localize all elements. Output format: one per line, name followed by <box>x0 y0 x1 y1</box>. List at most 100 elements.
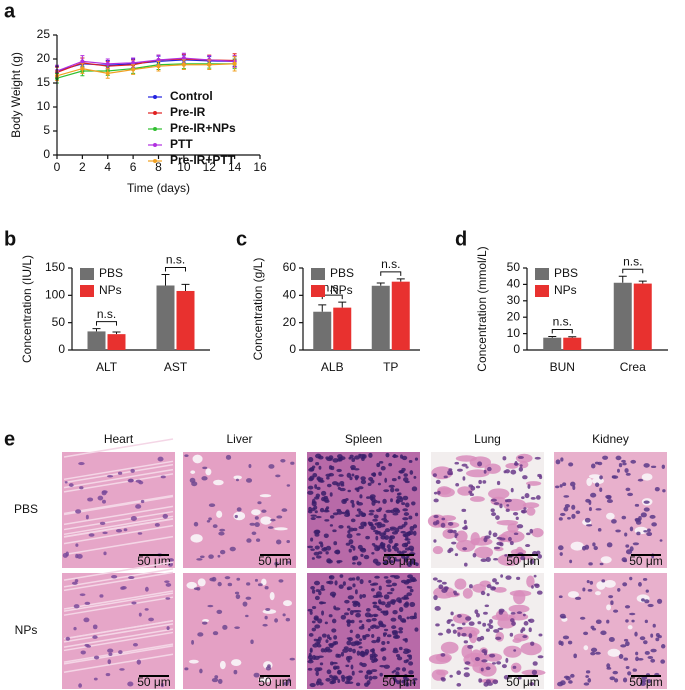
tissue-space <box>233 475 242 480</box>
y-tick-label: 40 <box>283 288 297 302</box>
tissue-space <box>570 541 584 551</box>
bar <box>333 307 352 350</box>
nucleus <box>539 475 543 480</box>
point <box>232 61 237 66</box>
nucleus <box>361 457 365 462</box>
nucleus <box>380 648 385 652</box>
column-header: Lung <box>474 432 501 446</box>
nucleus <box>629 546 634 552</box>
nucleus <box>399 470 404 474</box>
nucleus <box>388 462 393 467</box>
nucleus <box>621 459 626 463</box>
nucleus <box>625 472 631 476</box>
row-label: NPs <box>15 623 38 637</box>
nucleus <box>345 542 351 546</box>
nucleus <box>344 513 350 518</box>
nucleus <box>214 675 219 679</box>
nucleus <box>311 465 316 469</box>
tissue-space <box>641 473 653 481</box>
nucleus <box>308 506 312 512</box>
y-tick-label: 10 <box>507 326 521 340</box>
nucleus <box>462 622 466 626</box>
nucleus <box>650 633 654 638</box>
tissue-fiber <box>63 468 174 489</box>
nucleus <box>388 560 395 564</box>
nucleus <box>350 544 354 549</box>
nucleus <box>371 675 378 680</box>
nucleus <box>383 513 387 519</box>
nucleus <box>332 529 337 533</box>
nucleus <box>332 675 338 679</box>
nucleus <box>71 581 78 585</box>
nucleus <box>646 679 652 684</box>
nucleus <box>324 621 328 625</box>
nucleus <box>220 549 226 555</box>
bar <box>563 337 582 350</box>
nucleus <box>97 495 104 501</box>
error-bar <box>396 278 405 282</box>
nucleus <box>528 618 535 623</box>
nucleus <box>504 554 508 557</box>
nucleus <box>450 611 454 616</box>
nucleus <box>396 550 402 554</box>
nucleus <box>93 677 98 681</box>
nucleus <box>476 636 482 642</box>
nucleus <box>371 500 376 506</box>
nucleus <box>236 577 241 581</box>
nucleus <box>555 485 560 489</box>
micrograph: 50 μm <box>183 573 296 689</box>
nucleus <box>616 468 620 473</box>
tissue-space <box>219 660 226 670</box>
nucleus <box>246 582 251 586</box>
nucleus <box>329 515 335 519</box>
nucleus <box>249 522 256 526</box>
nucleus <box>562 635 570 640</box>
nucleus <box>75 509 82 514</box>
nucleus <box>348 539 354 545</box>
nucleus <box>378 461 384 464</box>
nucleus <box>572 485 576 490</box>
nucleus <box>383 628 389 632</box>
nucleus <box>413 475 417 479</box>
nucleus <box>441 517 446 521</box>
nucleus <box>356 641 362 645</box>
nucleus <box>317 618 323 624</box>
nucleus <box>390 599 397 604</box>
nucleus <box>455 482 460 487</box>
nucleus <box>342 648 349 653</box>
nucleus <box>74 579 79 583</box>
nucleus <box>563 506 569 512</box>
nucleus <box>409 576 416 582</box>
nucleus <box>265 607 271 611</box>
nucleus <box>375 639 381 642</box>
x-tick-label: 4 <box>104 160 111 174</box>
nucleus <box>486 584 492 589</box>
error-bar <box>112 331 121 335</box>
nucleus <box>623 638 629 642</box>
nucleus <box>335 549 341 555</box>
nucleus <box>132 642 138 647</box>
nucleus <box>591 627 597 631</box>
nucleus <box>208 503 216 507</box>
nucleus <box>601 579 606 583</box>
panel-letter: e <box>4 428 15 450</box>
tissue-space <box>627 625 633 630</box>
nucleus <box>264 586 269 590</box>
y-tick-label: 60 <box>283 260 297 274</box>
nucleus <box>285 617 291 622</box>
nucleus <box>537 554 542 559</box>
nucleus <box>382 498 387 504</box>
nucleus <box>559 484 563 488</box>
nucleus <box>78 462 85 466</box>
nucleus <box>307 608 313 612</box>
tissue-space <box>586 477 593 487</box>
nucleus <box>570 481 576 487</box>
nucleus <box>331 628 337 633</box>
nucleus <box>660 659 666 664</box>
nucleus <box>457 614 462 618</box>
nucleus <box>193 521 199 527</box>
nucleus <box>478 479 482 485</box>
nucleus <box>642 577 648 581</box>
nucleus <box>408 586 413 589</box>
nucleus <box>315 453 322 459</box>
